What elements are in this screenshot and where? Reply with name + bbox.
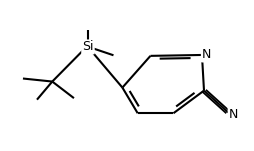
Text: N: N bbox=[201, 48, 210, 61]
Text: N: N bbox=[228, 108, 237, 120]
Text: Si: Si bbox=[82, 40, 93, 53]
